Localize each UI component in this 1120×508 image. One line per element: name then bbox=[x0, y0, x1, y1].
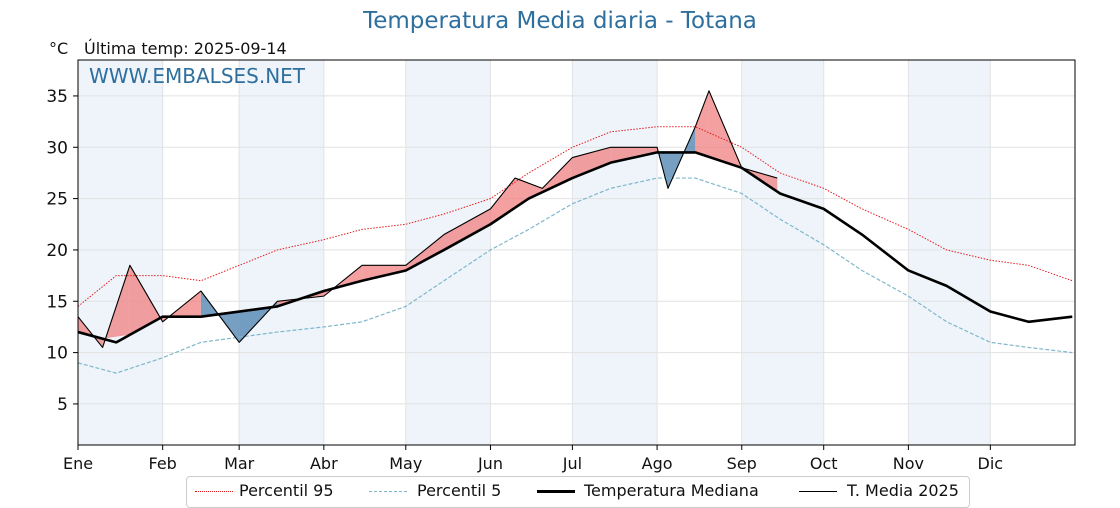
y-tick-label-5: 5 bbox=[57, 395, 68, 415]
x-tick-label-dic: Dic bbox=[978, 454, 1004, 473]
legend-swatch-current bbox=[799, 491, 837, 492]
legend-swatch-median bbox=[537, 490, 575, 493]
month-shade-jul bbox=[572, 60, 657, 445]
x-tick-label-ene: Ene bbox=[63, 454, 93, 473]
legend-label-p95: Percentil 95 bbox=[239, 481, 334, 500]
y-tick-label-35: 35 bbox=[46, 87, 68, 107]
month-shade-sep bbox=[742, 60, 824, 445]
anomaly-fill-above-19 bbox=[695, 91, 709, 157]
legend-swatch-p5 bbox=[369, 491, 407, 492]
y-tick-label-20: 20 bbox=[46, 241, 68, 261]
month-shade-may bbox=[406, 60, 491, 445]
x-tick-label-feb: Feb bbox=[149, 454, 177, 473]
x-tick-label-oct: Oct bbox=[810, 454, 838, 473]
y-tick-label-10: 10 bbox=[46, 344, 68, 364]
y-tick-label-30: 30 bbox=[46, 138, 68, 158]
x-tick-label-jun: Jun bbox=[477, 454, 503, 473]
watermark: WWW.EMBALSES.NET bbox=[89, 64, 305, 88]
x-tick-label-nov: Nov bbox=[893, 454, 924, 473]
x-tick-label-may: May bbox=[389, 454, 422, 473]
x-tick-label-jul: Jul bbox=[562, 454, 582, 473]
x-tick-label-mar: Mar bbox=[224, 454, 255, 473]
x-tick-label-abr: Abr bbox=[310, 454, 338, 473]
chart-legend: Percentil 95 Percentil 5 Temperatura Med… bbox=[186, 476, 970, 508]
x-tick-label-ago: Ago bbox=[642, 454, 673, 473]
x-tick-label-sep: Sep bbox=[727, 454, 757, 473]
month-shade-mar bbox=[239, 60, 324, 445]
month-shade-ene bbox=[78, 60, 163, 445]
month-shade-nov bbox=[908, 60, 990, 445]
legend-label-median: Temperatura Mediana bbox=[584, 481, 759, 500]
legend-swatch-p95 bbox=[195, 491, 233, 492]
y-tick-label-15: 15 bbox=[46, 292, 68, 312]
legend-label-p5: Percentil 5 bbox=[417, 481, 501, 500]
legend-label-current: T. Media 2025 bbox=[847, 481, 959, 500]
y-tick-label-25: 25 bbox=[46, 190, 68, 210]
